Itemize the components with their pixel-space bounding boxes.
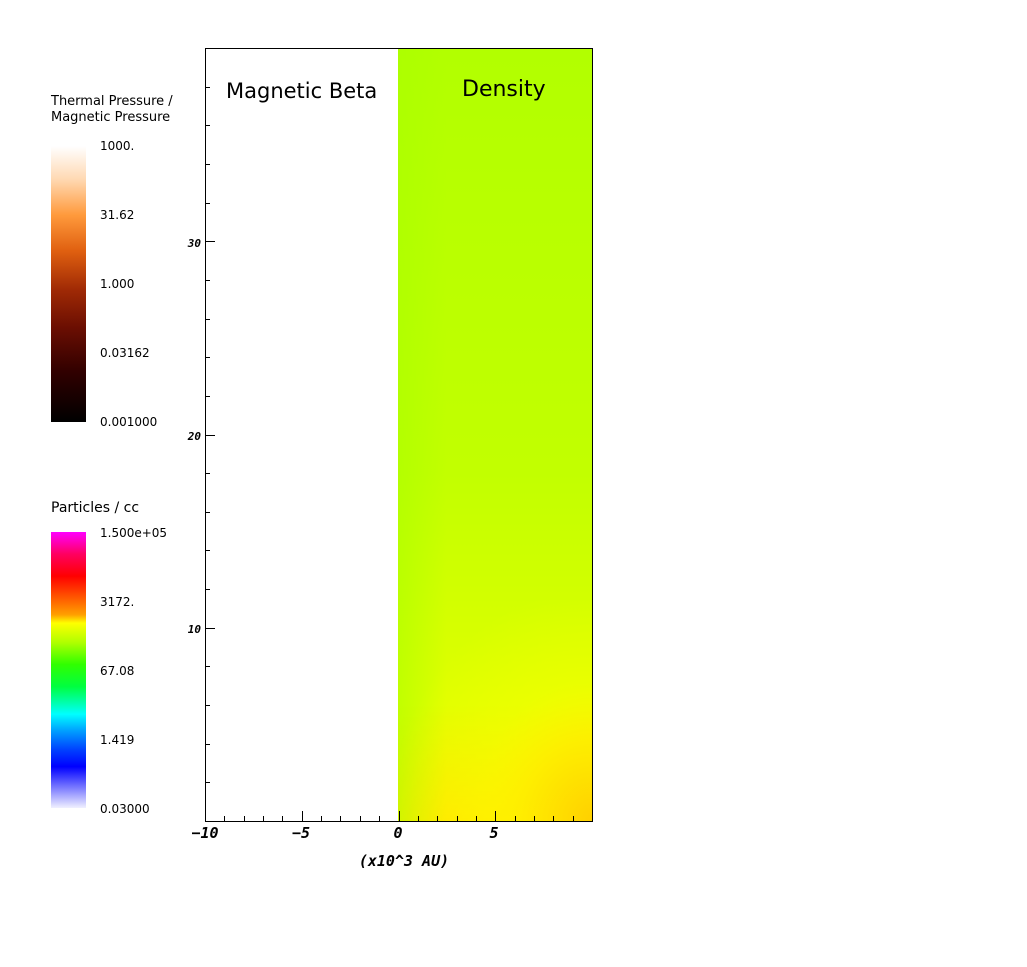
x-tick-label: −10 xyxy=(191,824,218,842)
colorbar-beta-label: 1.000 xyxy=(100,277,135,291)
colorbar-density-label: 3172. xyxy=(100,595,135,609)
y-tick-label: 30 xyxy=(187,237,202,250)
colorbar-density-label: 0.03000 xyxy=(100,802,150,816)
colorbar-beta xyxy=(51,146,86,422)
colorbar-density-label: 1.500e+05 xyxy=(100,526,168,540)
axis-ticks xyxy=(205,87,574,821)
colorbar-beta-label: 31.62 xyxy=(100,208,135,222)
colorbar-beta-label: 0.001000 xyxy=(100,415,158,429)
x-tick-label: 0 xyxy=(393,824,402,842)
colorbar-title-density: Particles / cc xyxy=(51,500,140,516)
colorbar-beta-label: 0.03162 xyxy=(100,346,150,360)
colorbar-title-beta: Thermal Pressure / Magnetic Pressure xyxy=(51,94,173,125)
colorbar-density-label: 67.08 xyxy=(100,664,135,678)
panel-title-magnetic-beta: Magnetic Beta xyxy=(226,79,378,103)
x-tick-label: −5 xyxy=(292,824,310,842)
panel-title-density: Density xyxy=(462,77,546,102)
colorbar-beta-label: 1000. xyxy=(100,139,135,153)
colorbar-density-label: 1.419 xyxy=(100,733,135,747)
density-panel-corner xyxy=(398,600,592,821)
x-axis-label: (x10^3 AU) xyxy=(359,852,449,870)
colorbar-density xyxy=(51,532,86,808)
x-tick-label: 5 xyxy=(489,824,498,842)
y-tick-label: 20 xyxy=(187,430,202,443)
y-tick-label: 10 xyxy=(188,623,202,636)
